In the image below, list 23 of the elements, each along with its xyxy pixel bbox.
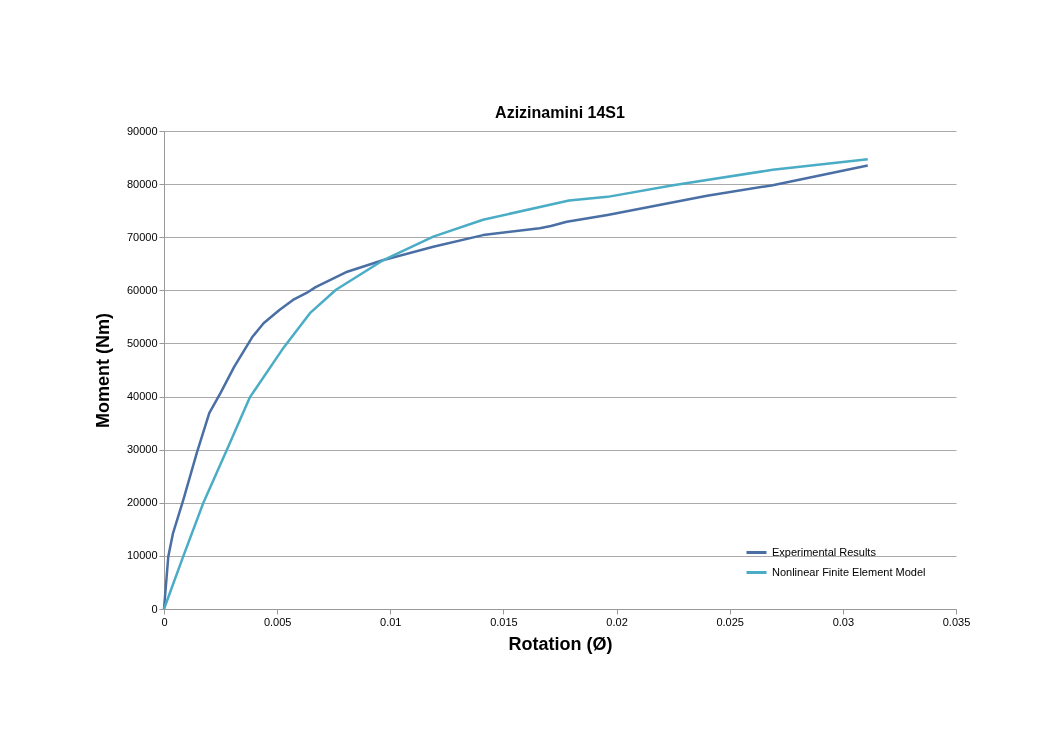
y-tick-label: 70000 [126,230,158,243]
x-tick-label: 0 [161,615,168,628]
x-tick-label: 0.025 [716,615,744,628]
legend-label: Experimental Results [772,545,877,558]
y-tick-label: 0 [151,602,158,615]
legend-label: Nonlinear Finite Element Model [772,565,926,578]
x-axis-title: Rotation (Ø) [508,633,613,654]
y-tick-label: 40000 [126,390,158,403]
x-tick-label: 0.01 [380,615,402,628]
chart-title: Azizinamini 14S1 [495,104,626,121]
y-tick-label: 20000 [126,496,158,509]
x-tick-label: 0.015 [490,615,518,628]
y-axis-title: Moment (Nm) [92,313,113,428]
y-tick-label: 10000 [126,549,158,562]
x-tick-label: 0.02 [606,615,628,628]
x-tick-label: 0.005 [263,615,292,628]
y-tick-label: 90000 [126,124,158,137]
y-tick-label: 60000 [126,283,158,296]
y-tick-label: 30000 [126,443,158,456]
y-tick-label: 50000 [126,336,158,349]
y-tick-label: 80000 [126,177,158,190]
x-tick-label: 0.035 [942,615,971,628]
x-tick-label: 0.03 [832,615,855,628]
